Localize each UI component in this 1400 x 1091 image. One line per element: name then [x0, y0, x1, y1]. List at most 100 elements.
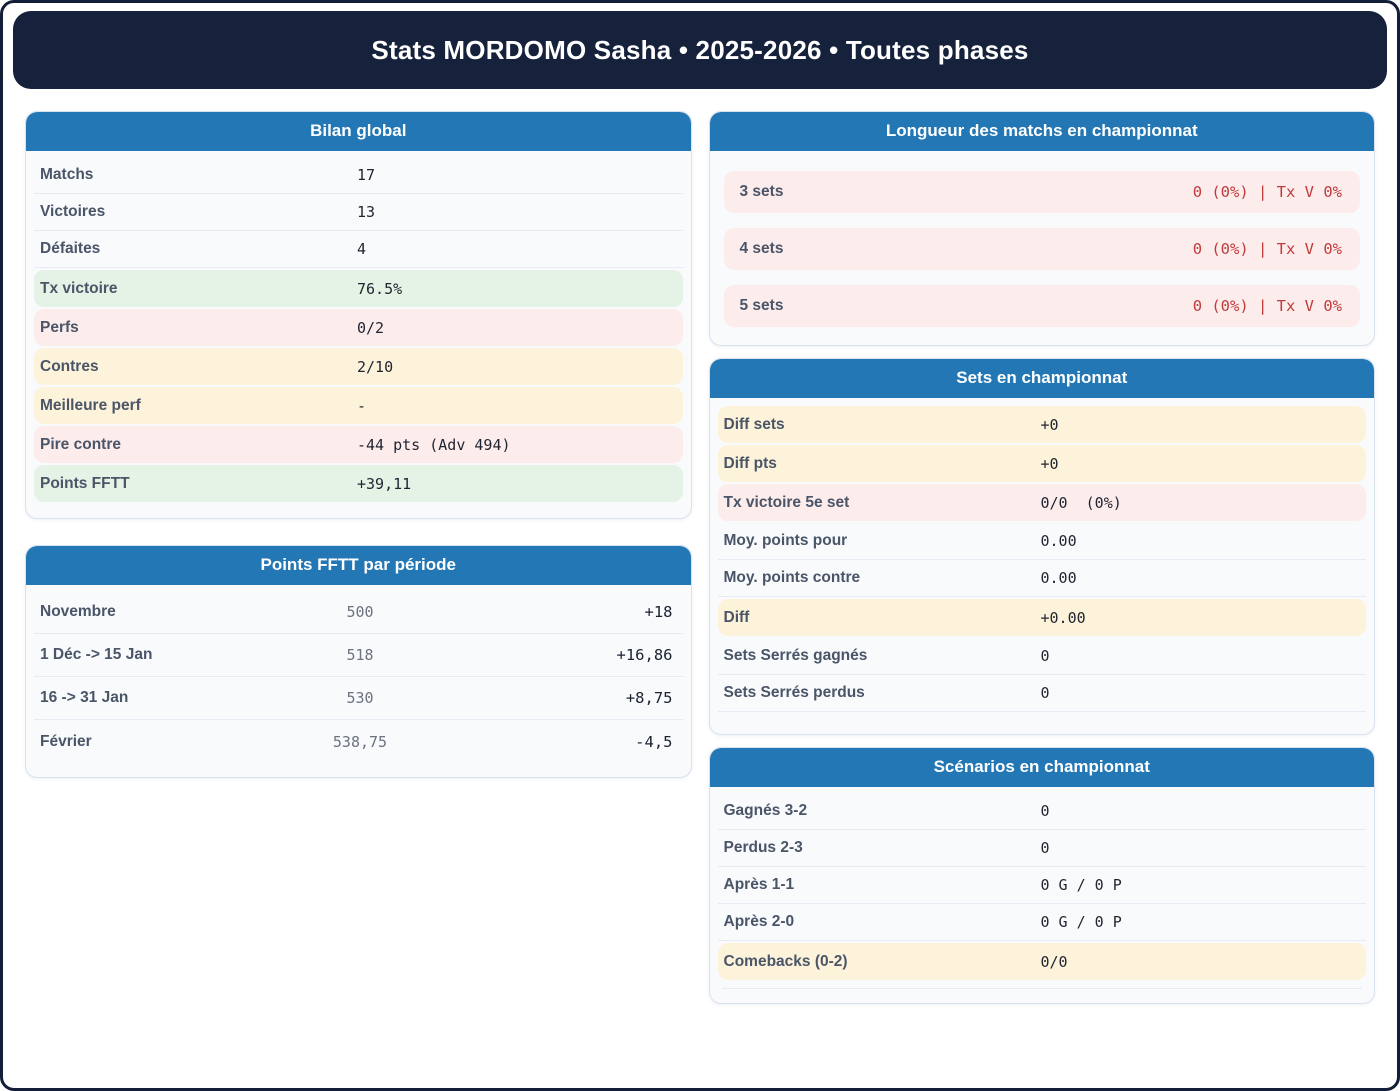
stat-row: Moy. points pour 0.00: [717, 523, 1366, 560]
stat-label: Tx victoire: [40, 279, 118, 297]
stat-label: Perfs: [40, 318, 79, 336]
card-body: Diff sets +0 Diff pts +0 Tx victoire 5e …: [710, 398, 1375, 734]
card-body: Gagnés 3-2 0 Perdus 2-3 0 Après 1-1 0 G …: [710, 787, 1375, 1003]
main-header: Stats MORDOMO Sasha • 2025-2026 • Toutes…: [13, 11, 1387, 89]
stat-label: Comebacks (0-2): [723, 952, 848, 970]
period-points: 500: [346, 603, 374, 621]
period-label: 16 -> 31 Jan: [40, 689, 129, 706]
stat-value: 0 G / 0 P: [1040, 913, 1122, 931]
stat-value: 17: [357, 166, 376, 184]
match-length-row: 3 sets 0 (0%) | Tx V 0%: [723, 171, 1360, 213]
card-body: Novembre 500 +18 1 Déc -> 15 Jan 518 +16…: [26, 585, 691, 777]
stat-label: Pire contre: [40, 435, 121, 453]
stat-label: 3 sets: [739, 183, 784, 200]
stat-label: Points FFTT: [40, 474, 130, 492]
stat-row: Meilleure perf -: [34, 387, 683, 424]
card-sets-championnat: Sets en championnat Diff sets +0 Diff pt…: [708, 358, 1375, 735]
stat-row: Victoires 13: [34, 194, 683, 231]
stat-row: Perdus 2-3 0: [717, 830, 1366, 867]
stat-label: Diff: [723, 608, 750, 626]
period-row: Février 538,75 -4,5: [34, 720, 683, 763]
stat-value: 76.5%: [357, 279, 403, 298]
stat-value: +0.00: [1040, 608, 1086, 627]
period-label: Février: [40, 732, 92, 750]
period-points: 518: [346, 646, 374, 664]
period-points: 530: [346, 689, 374, 707]
stat-label: 4 sets: [739, 240, 784, 257]
period-points: 538,75: [332, 732, 388, 751]
card-body: Matchs 17 Victoires 13 Défaites 4 Tx vic…: [26, 151, 691, 518]
stat-value: 0: [1040, 684, 1050, 702]
stat-label: Diff sets: [723, 415, 785, 433]
period-delta: -4,5: [635, 732, 673, 751]
stat-value: 0: [1040, 802, 1050, 820]
card-scenarios-championnat: Scénarios en championnat Gagnés 3-2 0 Pe…: [708, 747, 1375, 1004]
stat-value: 0: [1040, 647, 1050, 665]
stat-value: -44 pts (Adv 494): [357, 435, 511, 454]
page-title: Stats MORDOMO Sasha • 2025-2026 • Toutes…: [371, 34, 1029, 65]
stat-label: Tx victoire 5e set: [723, 493, 850, 511]
stat-row: Défaites 4: [34, 231, 683, 268]
stat-value: 0 (0%) | Tx V 0%: [1192, 240, 1342, 258]
stat-row: Comebacks (0-2) 0/0: [717, 943, 1366, 980]
stat-value: +39,11: [357, 474, 412, 493]
card-title: Points FFTT par période: [26, 546, 691, 585]
match-length-row: 4 sets 0 (0%) | Tx V 0%: [723, 228, 1360, 270]
stat-row: Perfs 0/2: [34, 309, 683, 346]
stat-row: Tx victoire 76.5%: [34, 270, 683, 307]
stat-label: Matchs: [40, 166, 94, 183]
stat-value: 0.00: [1040, 532, 1077, 550]
period-label: 1 Déc -> 15 Jan: [40, 646, 153, 663]
stat-row: Diff sets +0: [717, 406, 1366, 443]
period-row: 1 Déc -> 15 Jan 518 +16,86: [34, 634, 683, 677]
card-body: 3 sets 0 (0%) | Tx V 0% 4 sets 0 (0%) | …: [710, 151, 1375, 345]
stat-value: 2/10: [357, 357, 394, 376]
stat-row: Tx victoire 5e set 0/0 (0%): [717, 484, 1366, 521]
match-length-row: 5 sets 0 (0%) | Tx V 0%: [723, 285, 1360, 327]
stat-row: Gagnés 3-2 0: [717, 793, 1366, 830]
stat-value: 0/0 (0%): [1040, 493, 1122, 512]
stat-row: Points FFTT +39,11: [34, 465, 683, 502]
stat-label: 5 sets: [739, 297, 784, 314]
stat-label: Diff pts: [723, 454, 777, 472]
period-delta: +18: [644, 603, 673, 621]
stat-value: +0: [1040, 454, 1059, 473]
stat-value: 0 G / 0 P: [1040, 876, 1122, 894]
card-title: Longueur des matchs en championnat: [709, 112, 1374, 151]
stat-value: 0/2: [357, 318, 385, 337]
card-points-fftt-periode: Points FFTT par période Novembre 500 +18…: [25, 545, 692, 778]
stat-value: -: [357, 396, 367, 415]
stat-row: Pire contre -44 pts (Adv 494): [34, 426, 683, 463]
stat-label: Perdus 2-3: [723, 839, 803, 856]
period-delta: +8,75: [625, 689, 673, 707]
card-title: Sets en championnat: [709, 359, 1374, 398]
stat-value: 4: [357, 240, 367, 258]
right-column: Longueur des matchs en championnat 3 set…: [708, 111, 1375, 1016]
stat-label: Sets Serrés gagnés: [723, 647, 868, 664]
card-title: Bilan global: [26, 112, 691, 151]
stat-row: Moy. points contre 0.00: [717, 560, 1366, 597]
stat-label: Moy. points contre: [723, 569, 861, 586]
stat-label: Sets Serrés perdus: [723, 684, 865, 701]
stat-value: 13: [357, 203, 376, 221]
card-bilan-global: Bilan global Matchs 17 Victoires 13 Défa…: [25, 111, 692, 519]
period-delta: +16,86: [616, 646, 673, 664]
stat-label: Gagnés 3-2: [723, 802, 808, 819]
period-row: Novembre 500 +18: [34, 591, 683, 634]
stat-row: Après 2-0 0 G / 0 P: [717, 904, 1366, 941]
stat-row: Diff pts +0: [717, 445, 1366, 482]
period-row: 16 -> 31 Jan 530 +8,75: [34, 677, 683, 720]
stat-value: 0 (0%) | Tx V 0%: [1192, 183, 1342, 201]
stat-row: Diff +0.00: [717, 599, 1366, 636]
stat-label: Après 2-0: [723, 913, 795, 930]
left-column: Bilan global Matchs 17 Victoires 13 Défa…: [25, 111, 692, 804]
stat-value: +0: [1040, 415, 1059, 434]
stat-label: Meilleure perf: [40, 396, 141, 414]
stat-row: Sets Serrés perdus 0: [717, 675, 1366, 712]
stat-value: 0: [1040, 839, 1050, 857]
stat-row: Après 1-1 0 G / 0 P: [717, 867, 1366, 904]
stat-label: Victoires: [40, 203, 106, 220]
stat-label: Après 1-1: [723, 876, 795, 893]
stat-label: Contres: [40, 357, 99, 375]
